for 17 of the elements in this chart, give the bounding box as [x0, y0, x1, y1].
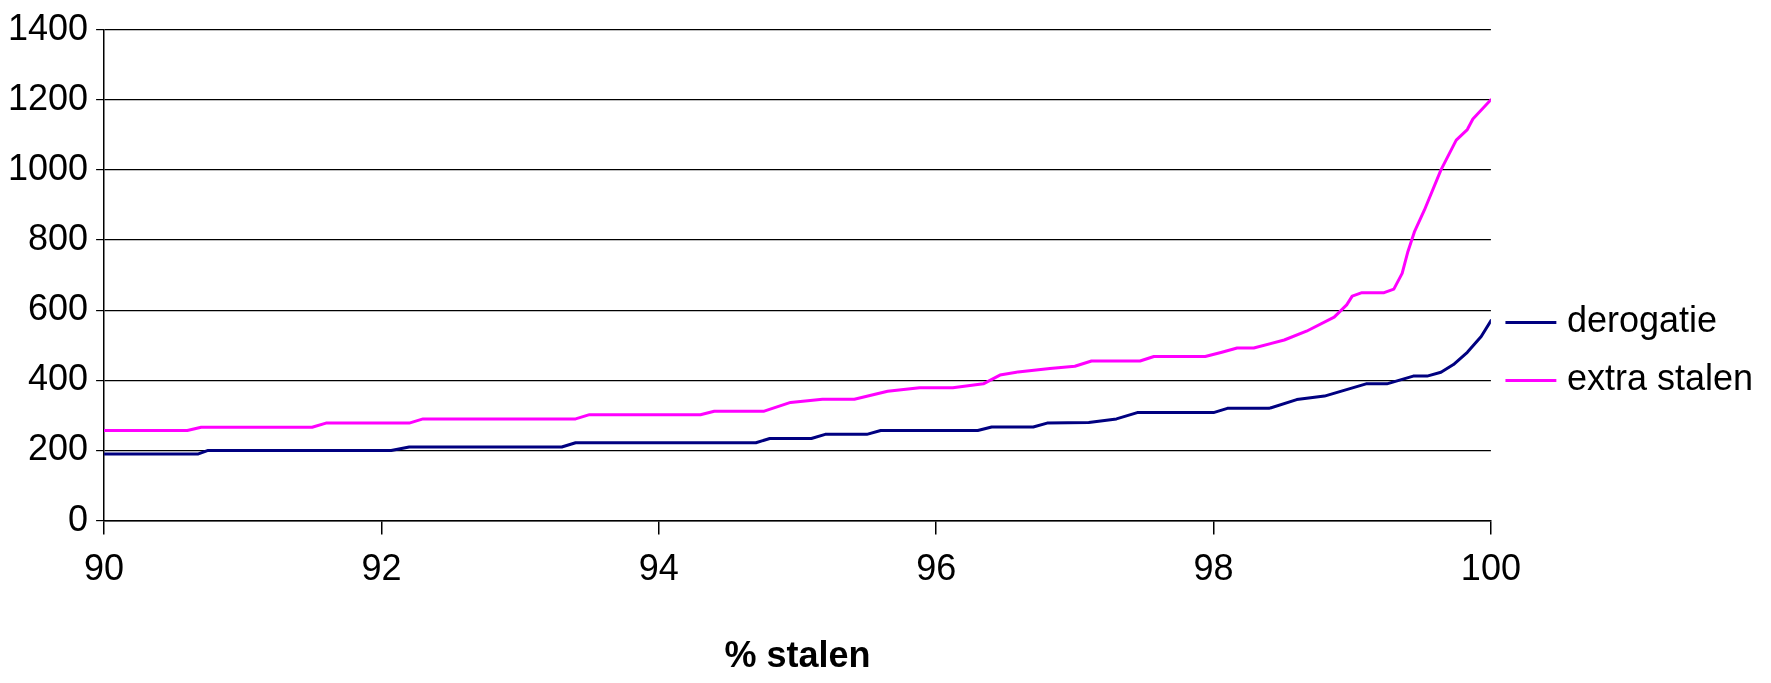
- x-tick-label: 94: [638, 547, 679, 589]
- y-tick-label: 200: [28, 427, 89, 469]
- x-tick-label: 92: [361, 547, 402, 589]
- x-tick-label: 90: [84, 547, 125, 589]
- y-tick-label: 600: [28, 287, 89, 329]
- y-tick-label: 400: [28, 357, 89, 399]
- x-tick-label: 98: [1193, 547, 1234, 589]
- x-axis-title: % stalen: [724, 634, 871, 676]
- y-tick-label: 1200: [7, 76, 89, 118]
- x-tick-label: 100: [1460, 547, 1521, 589]
- legend-label: derogatie: [1566, 299, 1718, 341]
- y-tick-label: 1000: [7, 146, 89, 188]
- x-tick-label: 96: [916, 547, 957, 589]
- y-tick-label: 0: [68, 497, 89, 539]
- legend-label: extra stalen: [1566, 357, 1754, 399]
- y-tick-label: 1400: [7, 6, 89, 48]
- y-tick-label: 800: [28, 216, 89, 258]
